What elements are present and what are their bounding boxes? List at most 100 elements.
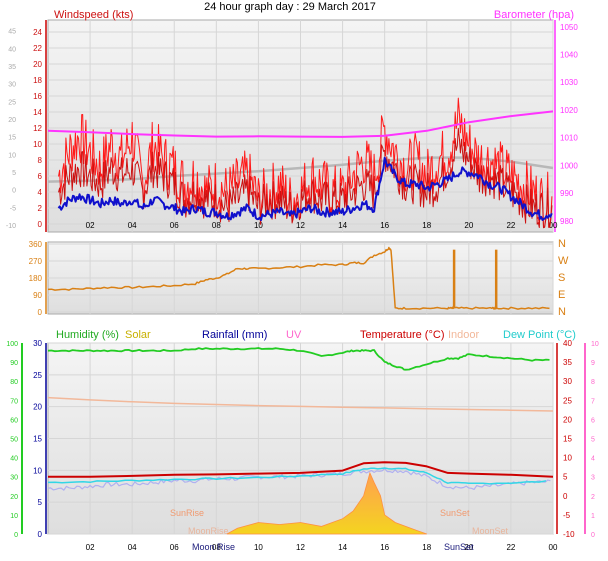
moonset-label: MoonSet [472,526,509,536]
legend-humidity: Humidity (%) [56,329,119,341]
rain-tick: 5 [38,498,43,507]
legend-temperature: Temperature (°C) [360,329,444,341]
humidity-tick: 20 [10,494,18,501]
wind-y-tick: 22 [33,44,42,53]
compass-label: S [558,272,565,284]
humidity-tick: 90 [10,360,18,367]
wind-x-tick: 04 [128,221,137,230]
chart-title: 24 hour graph day : 29 March 2017 [204,1,376,13]
temp-tick: -5 [563,511,571,520]
rain-tick: 25 [33,371,42,380]
humidity-tick: 10 [10,513,18,520]
wind-outer-tick: -10 [6,223,16,230]
wind-x-tick: 06 [170,221,179,230]
dir-y-tick: 360 [29,240,43,249]
wind-x-tick: 12 [296,221,305,230]
humidity-tick: 40 [10,456,18,463]
baro-tick: 980 [560,217,574,226]
temp-tick: 15 [563,435,572,444]
gray-trace-line [47,156,554,183]
compass-label: W [558,255,569,267]
climate-x-tick: 16 [380,543,389,552]
wind-y-tick: 6 [38,172,43,181]
humidity-tick: 100 [6,341,18,348]
pressure-line [47,110,554,138]
rain-tick: 15 [33,435,42,444]
temp-tick: 10 [563,454,572,463]
wind-y-tick: 20 [33,60,42,69]
sunset-label: SunSet [440,508,470,518]
wind-y-tick: 4 [38,188,43,197]
temp-tick: -10 [563,530,575,539]
legend-indoor: Indoor [448,329,480,341]
humidity-tick: 50 [10,437,18,444]
baro-tick: 990 [560,189,574,198]
wind-outer-tick: 45 [8,29,16,36]
compass-label: N [558,238,566,250]
wind-outer-tick: 10 [8,152,16,159]
climate-x-tick: 12 [296,543,305,552]
wind-outer-tick: 15 [8,135,16,142]
wind-outer-tick: 35 [8,64,16,71]
wind-direction-line [47,246,550,310]
sunset-bottom: SunSet [444,542,474,552]
temp-tick: 40 [563,339,572,348]
wind-x-tick: 00 [549,221,558,230]
wind-x-tick: 02 [86,221,95,230]
uv-tick: 5 [591,437,595,444]
climate-x-tick: 20 [464,543,473,552]
climate-x-tick: 00 [549,543,558,552]
wind-y-tick: 16 [33,92,42,101]
dir-y-tick: 180 [29,274,43,283]
sunrise-label: SunRise [170,508,204,518]
baro-tick: 1010 [560,134,578,143]
wind-y-tick: 2 [38,204,43,213]
uv-tick: 9 [591,360,595,367]
humidity-tick: 0 [14,532,18,539]
wind-y-tick: 10 [33,140,42,149]
wind-x-tick: 20 [464,221,473,230]
humidity-tick: 30 [10,475,18,482]
baro-axis-title: Barometer (hpa) [494,9,574,21]
compass-label: N [558,306,566,318]
wind-y-tick: 12 [33,124,42,133]
climate-x-tick: 22 [506,543,515,552]
humidity-tick: 70 [10,398,18,405]
wind-x-tick: 10 [254,221,263,230]
climate-x-tick: 06 [170,543,179,552]
humidity-tick: 80 [10,379,18,386]
rain-tick: 20 [33,403,42,412]
wind-outer-tick: 5 [12,170,16,177]
avg-wind-line [57,156,553,222]
indoor-line [47,396,554,412]
legend-rainfall: Rainfall (mm) [202,329,267,341]
moon-rise-bottom: Moon Rise [192,542,235,552]
baro-tick: 1020 [560,106,578,115]
uv-tick: 1 [591,513,595,520]
climate-x-tick: 08 [212,543,221,552]
humidity-tick: 60 [10,417,18,424]
rain-tick: 10 [33,466,42,475]
temp-tick: 0 [563,492,568,501]
legend-dewpoint: Dew Point (°C) [503,329,576,341]
dewpoint-line [47,467,547,485]
wind-x-tick: 22 [506,221,515,230]
baro-tick: 1050 [560,23,578,32]
temp-tick: 35 [563,358,572,367]
uv-tick: 8 [591,379,595,386]
temp-tick: 25 [563,396,572,405]
wind-axis-title: Windspeed (kts) [54,9,133,21]
wind-y-tick: 18 [33,76,42,85]
wind-outer-tick: 25 [8,99,16,106]
dir-y-tick: 0 [38,308,43,317]
wind-x-tick: 18 [422,221,431,230]
wind-y-tick: 0 [38,220,43,229]
climate-x-tick: 02 [86,543,95,552]
rain-tick: 30 [33,339,42,348]
windspeed-line [58,127,553,229]
uv-tick: 7 [591,398,595,405]
climate-x-tick: 04 [128,543,137,552]
rain-tick: 0 [38,530,43,539]
wind-x-tick: 14 [338,221,347,230]
